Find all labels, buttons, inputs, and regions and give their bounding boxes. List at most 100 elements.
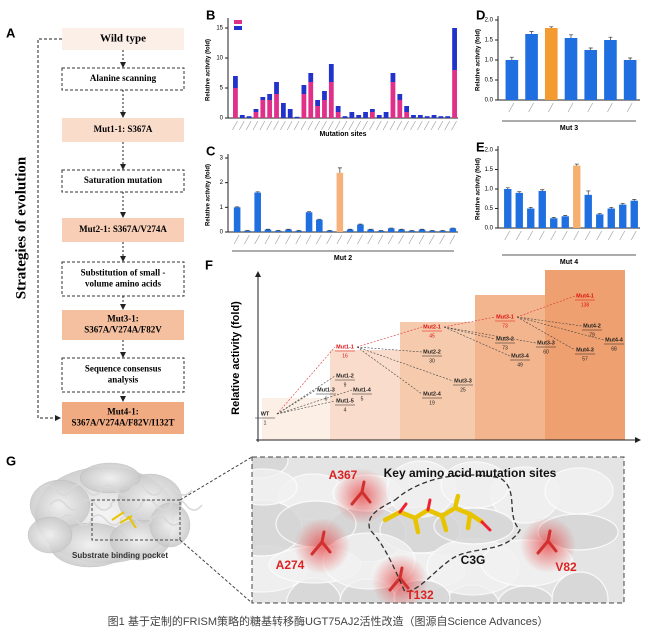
step-text: Mut1-1: S367A bbox=[94, 124, 153, 134]
bar-segment bbox=[328, 82, 334, 118]
x-tick-stub bbox=[307, 120, 314, 131]
x-tick-stub bbox=[389, 120, 396, 131]
node-value: 73 bbox=[502, 323, 508, 329]
x-tick-stub bbox=[334, 120, 341, 131]
panel-label: B bbox=[206, 7, 215, 22]
node-value: 79 bbox=[589, 332, 595, 338]
protein-ribbon bbox=[149, 514, 183, 526]
y-tick-label: 0.5 bbox=[485, 78, 494, 84]
y-tick-label: 3 bbox=[220, 156, 224, 162]
x-tick-stub bbox=[295, 234, 302, 245]
bar-segment bbox=[349, 112, 355, 118]
bar-segment bbox=[233, 76, 238, 88]
level-band bbox=[475, 295, 545, 440]
bar-segment bbox=[363, 112, 368, 118]
x-tick-stub bbox=[430, 120, 437, 131]
error-bar bbox=[517, 191, 522, 193]
error-bar bbox=[540, 189, 545, 191]
protein-ribbon bbox=[39, 484, 73, 496]
residue bbox=[350, 480, 372, 506]
y-tick-label: 2 bbox=[220, 180, 224, 186]
x-tick-stub bbox=[377, 234, 384, 245]
x-tick-stub bbox=[538, 230, 545, 241]
x-axis-label: Mut 3 bbox=[560, 125, 578, 132]
error-bar bbox=[529, 31, 534, 34]
x-tick-stub bbox=[259, 120, 266, 131]
x-tick-stub bbox=[387, 234, 394, 245]
x-tick-stub bbox=[285, 234, 291, 245]
node-value: 9 bbox=[344, 382, 347, 388]
path-edge bbox=[443, 326, 511, 357]
protein-ribbon bbox=[119, 514, 153, 526]
panel-label: G bbox=[6, 453, 16, 468]
error-bar bbox=[337, 167, 342, 173]
node-value: 16 bbox=[342, 353, 348, 359]
bar-segment bbox=[322, 100, 327, 118]
mini-ligand bbox=[111, 511, 125, 521]
bar-segment bbox=[287, 109, 293, 118]
node-name: Mut1-2 bbox=[336, 373, 354, 379]
bar-segment bbox=[397, 94, 403, 100]
y-tick-label: 1.5 bbox=[485, 38, 494, 44]
node-name: Mut4-2 bbox=[583, 323, 601, 329]
x-tick-stub bbox=[274, 234, 281, 245]
site-label: T132 bbox=[406, 588, 434, 602]
site-label: V82 bbox=[555, 560, 577, 574]
bar-segment bbox=[328, 64, 334, 82]
y-tick-label: 2.0 bbox=[485, 18, 494, 24]
bar-segment bbox=[452, 70, 457, 118]
bar-segment bbox=[424, 116, 430, 118]
bar-segment bbox=[253, 109, 259, 112]
x-tick-stub bbox=[316, 234, 322, 245]
bar bbox=[429, 230, 436, 232]
path-edge bbox=[516, 316, 576, 351]
zoom-border bbox=[251, 456, 625, 604]
x-tick-stub bbox=[550, 230, 557, 241]
bar-segment bbox=[342, 116, 348, 118]
bar bbox=[505, 60, 519, 100]
node-value: 73 bbox=[502, 345, 508, 351]
node-name: Mut3-3 bbox=[454, 378, 472, 384]
x-tick-stub bbox=[619, 230, 626, 241]
error-bar bbox=[620, 203, 625, 205]
mini-ligand bbox=[127, 515, 137, 529]
y-axis-label: Relative activity (fold) bbox=[206, 39, 212, 101]
path-edge bbox=[356, 326, 423, 348]
bar-segment bbox=[239, 115, 245, 118]
protein-ribbon bbox=[69, 484, 103, 496]
bar-segment bbox=[246, 116, 252, 118]
x-tick-stub bbox=[336, 234, 343, 245]
x-tick-stub bbox=[369, 120, 375, 131]
y-tick-label: 0 bbox=[220, 230, 224, 236]
bar bbox=[584, 50, 598, 100]
path-edge bbox=[276, 389, 353, 415]
x-tick-stub bbox=[273, 120, 279, 131]
y-tick-label: 1.0 bbox=[485, 187, 494, 193]
node-name: Mut3-4 bbox=[511, 353, 530, 359]
residue bbox=[388, 566, 410, 592]
error-bar bbox=[628, 57, 633, 60]
site-label: A367 bbox=[329, 468, 358, 482]
bar bbox=[544, 28, 558, 100]
bar bbox=[607, 208, 615, 228]
node-value: 1 bbox=[264, 420, 267, 426]
bar bbox=[233, 207, 241, 232]
error-bar bbox=[569, 34, 573, 38]
node-name: WT bbox=[261, 411, 270, 417]
bar-segment bbox=[438, 116, 444, 118]
x-tick-stub bbox=[410, 120, 416, 131]
error-bar bbox=[632, 199, 637, 201]
path-edge bbox=[276, 346, 336, 415]
node-value: 30 bbox=[429, 358, 435, 364]
path-edge bbox=[356, 346, 423, 353]
bar-segment bbox=[260, 100, 266, 118]
x-tick-stub bbox=[266, 120, 272, 131]
error-bar bbox=[588, 47, 593, 50]
error-bar bbox=[255, 191, 260, 193]
bar bbox=[274, 230, 282, 232]
bar-segment bbox=[417, 115, 423, 118]
x-tick-stub bbox=[451, 120, 457, 131]
y-tick-label: 0.0 bbox=[485, 98, 494, 104]
protein-ribbon bbox=[59, 514, 93, 526]
